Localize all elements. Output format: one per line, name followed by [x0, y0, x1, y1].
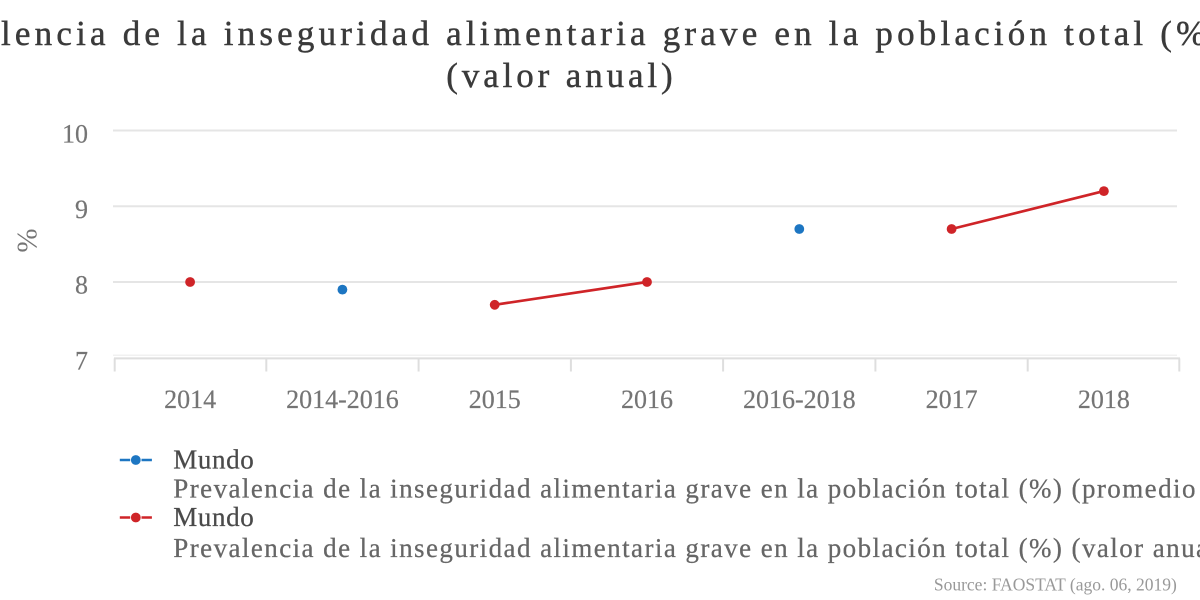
svg-text:2014-2016: 2014-2016 [286, 385, 399, 414]
svg-text:2017: 2017 [926, 385, 978, 414]
svg-text:%: % [12, 228, 44, 252]
svg-text:Mundo: Mundo [173, 502, 254, 532]
svg-text:Source: FAOSTAT (ago. 06, 2019: Source: FAOSTAT (ago. 06, 2019) [934, 575, 1177, 595]
svg-text:2016-2018: 2016-2018 [743, 385, 856, 414]
svg-text:(valor anual): (valor anual) [446, 56, 676, 95]
svg-text:Mundo: Mundo [173, 445, 254, 475]
svg-text:8: 8 [75, 270, 88, 299]
svg-text:Prevalencia de la inseguridad: Prevalencia de la inseguridad alimentari… [0, 14, 1200, 53]
svg-text:2018: 2018 [1078, 385, 1130, 414]
svg-text:2016: 2016 [621, 385, 673, 414]
svg-text:Prevalencia de la inseguridad: Prevalencia de la inseguridad alimentari… [173, 474, 1200, 504]
svg-text:10: 10 [62, 119, 88, 148]
svg-text:2014: 2014 [164, 385, 216, 414]
svg-text:9: 9 [75, 195, 88, 224]
svg-text:7: 7 [75, 347, 88, 376]
svg-text:2015: 2015 [469, 385, 521, 414]
svg-text:Prevalencia de la inseguridad: Prevalencia de la inseguridad alimentari… [173, 533, 1200, 563]
